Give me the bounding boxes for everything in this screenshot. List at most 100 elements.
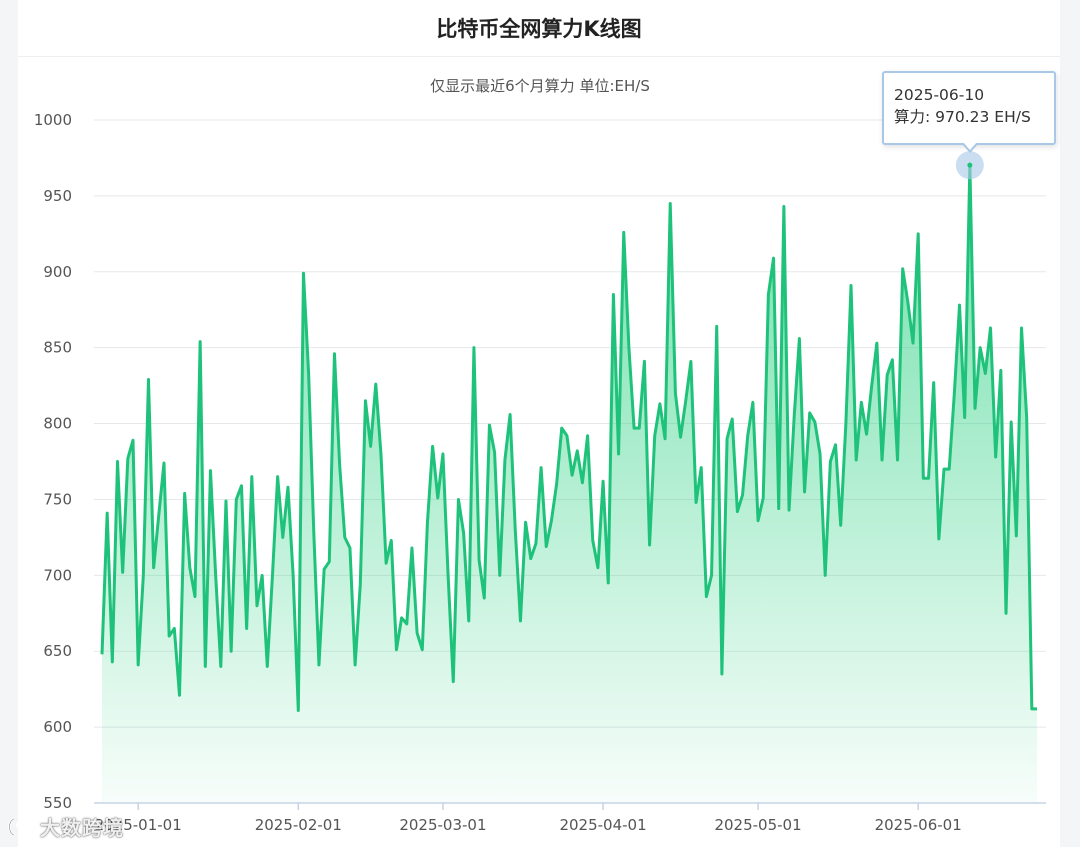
data-point (545, 545, 547, 547)
data-point (845, 422, 847, 424)
data-point (819, 453, 821, 455)
data-point (147, 378, 149, 380)
data-point (612, 293, 614, 295)
data-point (462, 532, 464, 534)
data-point (855, 459, 857, 461)
data-point (716, 325, 718, 327)
data-point (421, 649, 423, 651)
data-point (344, 536, 346, 538)
data-point (617, 453, 619, 455)
data-point (803, 491, 805, 493)
data-point (555, 483, 557, 485)
data-point (571, 474, 573, 476)
data-point (452, 680, 454, 682)
data-point (349, 547, 351, 549)
data-point (261, 574, 263, 576)
data-point (788, 509, 790, 511)
data-point (581, 482, 583, 484)
data-point (1031, 708, 1033, 710)
watermark-logo-icon (8, 817, 32, 836)
data-point (638, 427, 640, 429)
chart-subtitle: 仅显示最近6个月算力 单位:EH/S (430, 77, 650, 95)
tooltip: 2025-06-10 算力: 970.23 EH/S (882, 71, 1056, 145)
data-point (390, 539, 392, 541)
data-point (767, 293, 769, 295)
data-point (256, 604, 258, 606)
data-point (685, 400, 687, 402)
data-point (731, 418, 733, 420)
data-point (416, 632, 418, 634)
data-point (943, 468, 945, 470)
data-point (209, 469, 211, 471)
data-point (442, 453, 444, 455)
data-point (447, 574, 449, 576)
page-title: 比特币全网算力K线图 (436, 17, 642, 41)
data-point (814, 421, 816, 423)
data-point (1036, 708, 1038, 710)
data-point (700, 466, 702, 468)
tooltip-arrow-inner (963, 142, 977, 150)
data-point (137, 664, 139, 666)
data-point (809, 412, 811, 414)
data-point (189, 567, 191, 569)
data-point (220, 665, 222, 667)
data-point (354, 664, 356, 666)
data-point (1015, 535, 1017, 537)
data-point (664, 438, 666, 440)
data-point (566, 435, 568, 437)
data-point (901, 268, 903, 270)
data-point (152, 567, 154, 569)
data-point (1010, 421, 1012, 423)
data-point (994, 456, 996, 458)
data-point (230, 650, 232, 652)
data-point (648, 544, 650, 546)
x-tick-label: 2025-01-01 (95, 816, 182, 834)
data-point (173, 627, 175, 629)
hover-point[interactable] (967, 162, 973, 168)
data-point (121, 571, 123, 573)
data-point (840, 524, 842, 526)
data-point (927, 477, 929, 479)
data-point (364, 400, 366, 402)
data-point (561, 427, 563, 429)
data-point (178, 694, 180, 696)
data-point (199, 340, 201, 342)
data-point (499, 574, 501, 576)
data-point (891, 359, 893, 361)
data-point (385, 562, 387, 564)
data-point (457, 498, 459, 500)
data-point (602, 480, 604, 482)
data-point (989, 327, 991, 329)
data-point (586, 435, 588, 437)
data-point (287, 486, 289, 488)
data-point (736, 510, 738, 512)
data-point (752, 401, 754, 403)
data-point (411, 547, 413, 549)
data-point (762, 497, 764, 499)
data-point (690, 360, 692, 362)
x-axis: 2025-01-01 2025-02-01 2025-03-01 2025-04-01… (95, 803, 962, 834)
data-point (116, 460, 118, 462)
data-point (406, 623, 408, 625)
data-point (292, 574, 294, 576)
data-point (132, 439, 134, 441)
data-point (111, 661, 113, 663)
data-point (245, 627, 247, 629)
y-tick-label: 850 (43, 339, 72, 357)
data-point (276, 475, 278, 477)
data-point (328, 560, 330, 562)
data-point (757, 519, 759, 521)
data-point (592, 539, 594, 541)
data-point (266, 665, 268, 667)
data-point (297, 709, 299, 711)
data-point (400, 617, 402, 619)
data-point (473, 346, 475, 348)
data-point (127, 457, 129, 459)
data-point (912, 342, 914, 344)
data-point (917, 233, 919, 235)
data-point (225, 500, 227, 502)
data-point (333, 353, 335, 355)
data-point (380, 453, 382, 455)
data-point (886, 374, 888, 376)
